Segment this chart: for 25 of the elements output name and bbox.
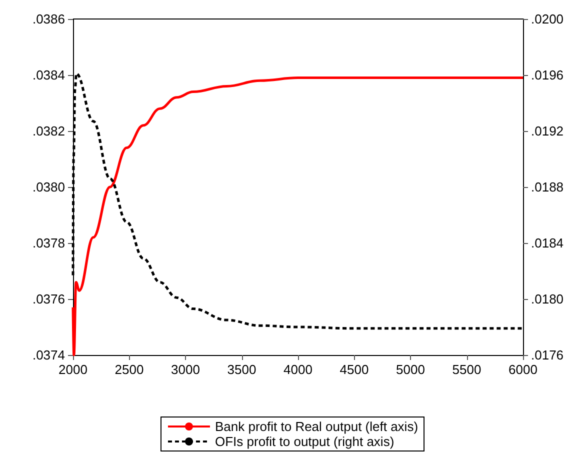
x-tick-label: 5000: [396, 362, 425, 377]
x-tick-label: 3000: [171, 362, 200, 377]
y-tick-label: .0376: [32, 292, 65, 306]
x-tick-label: 6000: [508, 362, 538, 377]
x-tick-label: 4500: [340, 362, 369, 377]
y-tick-label: .0374: [32, 348, 65, 362]
y2-tick-label: .0200: [531, 12, 564, 26]
y2-tick-label: .0180: [531, 292, 564, 306]
y-tick-label: .0378: [32, 236, 65, 250]
x-tick-label: 5500: [452, 362, 482, 377]
y-tick-label: .0386: [32, 12, 65, 26]
y2-tick-label: .0192: [531, 124, 564, 138]
y2-tick-label: .0176: [531, 348, 564, 362]
legend-label: Bank profit to Real output (left axis): [214, 419, 418, 434]
y2-tick-label: .0188: [531, 180, 564, 194]
y2-tick-label: .0196: [531, 68, 564, 82]
y-tick-label: .0380: [32, 180, 65, 194]
legend-label: OFIs profit to output (right axis): [214, 434, 394, 449]
y-tick-label: .0384: [32, 68, 65, 82]
x-tick-label: 2500: [114, 362, 144, 377]
x-tick-label: 2000: [58, 362, 88, 377]
x-tick-label: 3500: [227, 362, 256, 377]
y2-tick-label: .0184: [531, 236, 564, 250]
x-tick-label: 4000: [284, 362, 312, 377]
y-tick-label: .0382: [32, 124, 65, 138]
